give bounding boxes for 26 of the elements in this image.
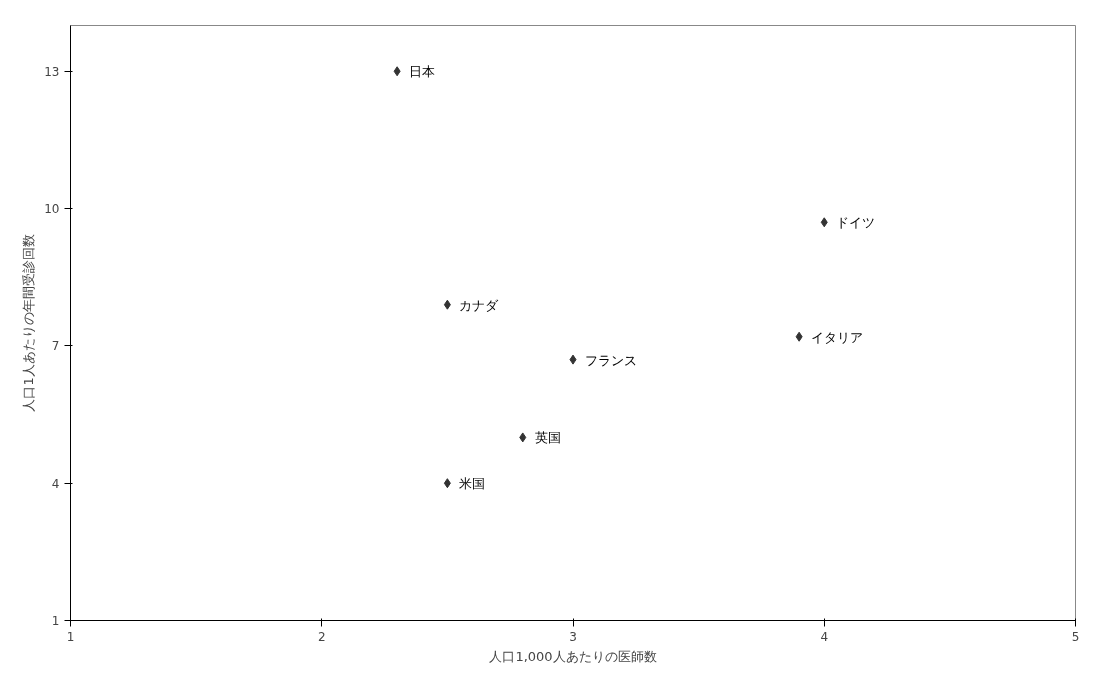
annotation: カナダ	[459, 297, 500, 313]
annotation: フランス	[585, 352, 637, 368]
y-tick-label: 7	[51, 339, 60, 354]
point	[443, 299, 451, 310]
x-tick-label: 2	[317, 629, 326, 644]
point	[569, 354, 577, 365]
point	[443, 478, 451, 489]
point	[795, 331, 803, 342]
point	[393, 66, 401, 77]
y-tick-label: 4	[51, 476, 60, 491]
y-axis-title: 人口1人あたりの年間受診回数	[21, 234, 37, 412]
y-tick-label: 1	[51, 614, 60, 628]
annotation: イタリア	[811, 329, 864, 345]
y-tick-label: 10	[44, 202, 60, 217]
x-tick-label: 3	[569, 629, 577, 644]
x-axis-title: 人口1,000人あたりの医師数	[489, 648, 657, 664]
annotation: ドイツ	[836, 215, 876, 231]
x-tick-label: 4	[820, 629, 829, 644]
y-tick-label: 13	[44, 64, 60, 79]
point	[820, 217, 828, 228]
x-tick-label: 5	[1071, 629, 1080, 644]
annotation: 日本	[409, 64, 436, 80]
point	[519, 432, 527, 443]
x-tick-label: 1	[66, 629, 75, 644]
annotation: 米国	[459, 476, 486, 492]
annotation: 英国	[534, 430, 561, 446]
